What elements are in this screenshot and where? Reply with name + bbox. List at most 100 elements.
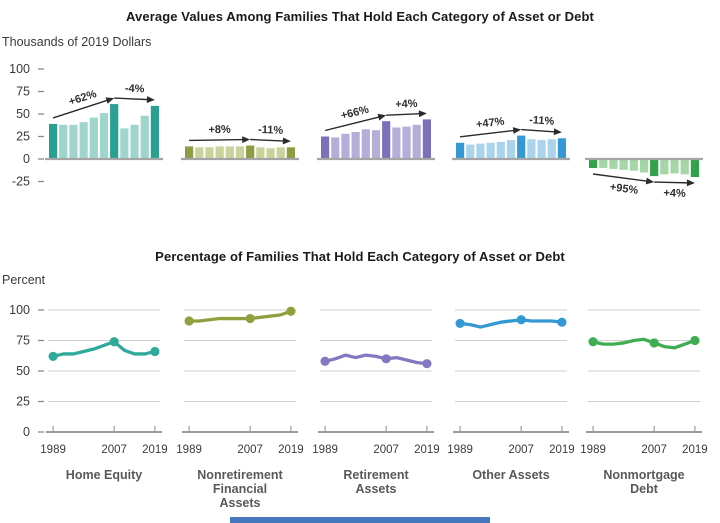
annotation-arrow-line [189, 138, 245, 142]
bar-2016 [412, 124, 421, 159]
annotation-label: +4% [395, 98, 418, 111]
annotation-arrowhead [512, 127, 522, 134]
annotation-arrow-line [324, 115, 381, 132]
annotation-arrowhead [242, 136, 251, 144]
data-point-1989 [455, 318, 465, 329]
bar-2010 [256, 147, 265, 159]
annotation-label: +47% [475, 116, 505, 131]
top-panel-title: Average Values Among Families That Hold … [126, 9, 594, 24]
data-point-2019 [557, 317, 567, 327]
bar-2010 [660, 159, 669, 175]
bar-2013 [537, 140, 546, 159]
x-tick-label: 2019 [549, 444, 575, 456]
x-tick-label: 2019 [414, 444, 440, 456]
bar-1995 [476, 143, 485, 159]
data-point-1989 [320, 356, 330, 366]
bar-2016 [140, 115, 149, 159]
top-unit-label: Thousands of 2019 Dollars [2, 35, 152, 49]
bar-2019 [422, 119, 432, 159]
bar-1995 [69, 124, 78, 159]
bar-2010 [120, 128, 129, 159]
data-point-2007 [516, 315, 526, 325]
category-label: Retirement [343, 468, 409, 482]
bar-2010 [527, 139, 536, 159]
bar-1989 [455, 142, 465, 159]
bar-1989 [184, 146, 194, 159]
bottom-panel-title: Percentage of Families That Hold Each Ca… [155, 249, 565, 264]
annotation-label: -11% [258, 124, 284, 137]
annotation-arrowhead [645, 177, 655, 185]
bar-2016 [276, 147, 285, 159]
x-tick-label: 1989 [40, 444, 66, 456]
annotation-arrow-line [521, 128, 556, 133]
bar-2007 [246, 145, 255, 159]
annotation-arrow-line [592, 173, 649, 183]
x-tick-label: 2007 [373, 444, 399, 456]
x-tick-label: 2007 [641, 444, 667, 456]
annotation-arrow-line [654, 181, 689, 184]
y-tick-label: 100 [9, 62, 30, 76]
x-tick-label: 2007 [101, 444, 127, 456]
bar-2001 [629, 159, 638, 171]
data-point-2007 [649, 338, 659, 348]
data-line [187, 309, 293, 323]
annotation-arrowhead [686, 179, 695, 187]
bar-group-other-assets: +47% -11% [452, 114, 570, 161]
category-label: Financial [213, 482, 267, 496]
bar-group-home-equity: +62% -4% [45, 83, 163, 161]
y-tick-label: 25 [16, 130, 30, 144]
data-line [591, 337, 697, 350]
bar-2013 [130, 124, 139, 159]
y-tick-label: 50 [16, 107, 30, 121]
bar-1992 [466, 144, 475, 159]
category-label: Assets [220, 496, 261, 510]
bar-2004 [506, 140, 516, 159]
data-line [51, 340, 157, 359]
annotation-label: +8% [208, 124, 231, 136]
data-point-2007 [245, 313, 255, 324]
bar-2001 [89, 117, 98, 159]
bar-2016 [547, 139, 556, 159]
bottom-unit-label: Percent [2, 273, 46, 287]
top-y-axis: 100 75 50 25 0 -25 [9, 62, 44, 189]
x-tick-label: 2007 [237, 444, 263, 456]
bar-2007 [382, 121, 391, 159]
data-point-2019 [690, 335, 700, 346]
bar-1995 [609, 159, 618, 169]
bar-2019 [557, 138, 567, 159]
bar-2007 [110, 104, 119, 159]
bar-1989 [320, 136, 330, 159]
x-tick-label: 2007 [508, 444, 534, 456]
bar-2004 [99, 113, 109, 159]
annotation-arrowhead [418, 110, 427, 118]
y-tick-label: 75 [16, 85, 30, 99]
category-label: Home Equity [66, 468, 142, 482]
x-tick-label: 1989 [176, 444, 202, 456]
y-tick-label: 25 [16, 395, 30, 409]
y-tick-label: 100 [9, 303, 30, 317]
data-point-2019 [150, 346, 160, 357]
annotation-label: -4% [125, 83, 145, 96]
data-point-1989 [48, 351, 58, 361]
bar-1992 [195, 147, 204, 159]
y-tick-label: 75 [16, 334, 30, 348]
data-line [458, 318, 564, 329]
annotation-arrowhead [105, 97, 115, 104]
y-tick-label: 0 [23, 425, 30, 439]
bar-group-nonmortgage-debt: +95% +4% [585, 157, 703, 200]
x-tick-label: 1989 [580, 444, 606, 456]
bar-2019 [150, 105, 160, 159]
footer-progress-bar[interactable] [230, 517, 490, 523]
category-label: Other Assets [472, 468, 549, 482]
annotation-label: +95% [609, 181, 639, 197]
annotation-arrowhead [553, 128, 562, 136]
bar-2007 [650, 159, 659, 177]
bar-1992 [331, 137, 340, 159]
bar-1989 [48, 123, 58, 159]
bar-1998 [486, 142, 495, 159]
annotation-arrow-line [460, 129, 516, 138]
